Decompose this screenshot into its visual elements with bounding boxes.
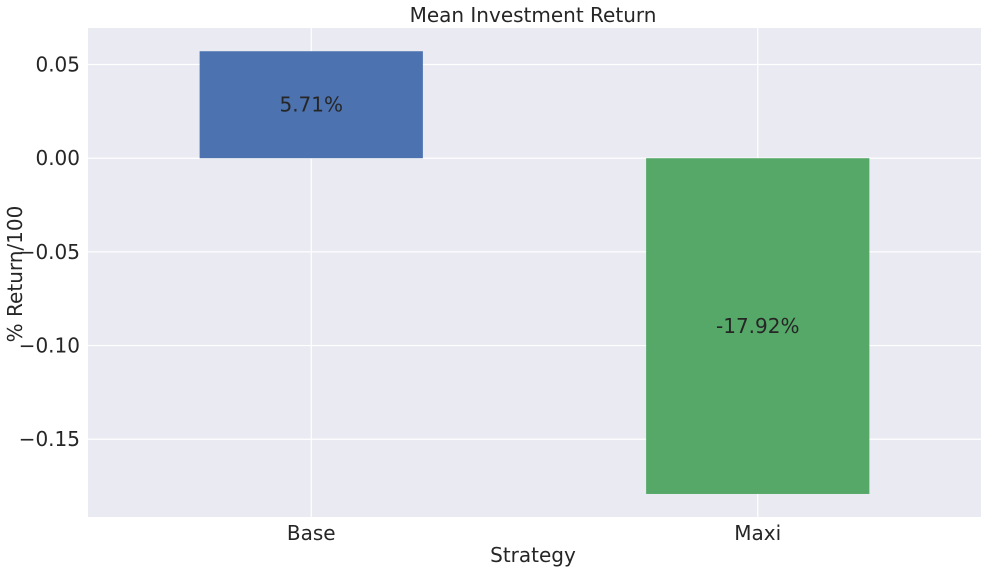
- bar-value-label: -17.92%: [716, 314, 799, 338]
- x-tick-label: Base: [287, 521, 336, 545]
- chart-title: Mean Investment Return: [410, 3, 657, 27]
- bar-base: [199, 51, 423, 159]
- y-tick-label: 0.05: [35, 53, 80, 77]
- y-tick-label: 0.00: [35, 146, 80, 170]
- bars: [199, 51, 870, 494]
- y-tick-label: −0.15: [19, 427, 80, 451]
- x-axis-title: Strategy: [490, 543, 576, 567]
- y-tick-label: −0.10: [19, 334, 80, 358]
- y-axis-ticks: −0.15 −0.10 −0.05 0.00 0.05: [19, 53, 80, 452]
- y-axis-title: % Return/100: [3, 206, 27, 343]
- bar-value-labels: 5.71% -17.92%: [279, 93, 799, 338]
- bar-maxi: [646, 158, 870, 494]
- x-axis-ticks: Base Maxi: [287, 521, 781, 545]
- y-tick-label: −0.05: [19, 240, 80, 264]
- x-tick-label: Maxi: [734, 521, 781, 545]
- bar-value-label: 5.71%: [279, 93, 343, 117]
